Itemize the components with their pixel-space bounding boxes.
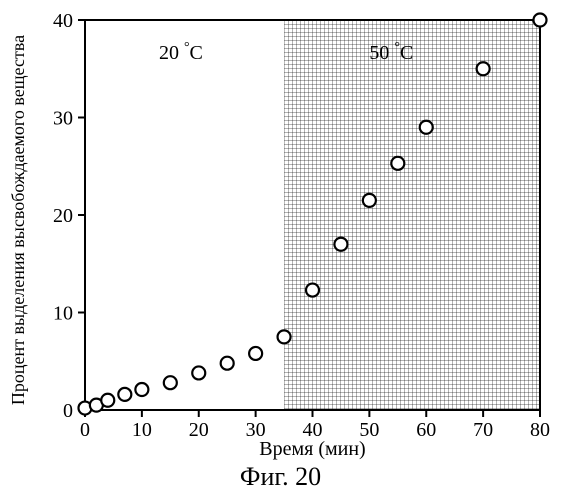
region-label-0: 20 °C [159, 40, 203, 64]
data-point [306, 284, 319, 297]
data-point [101, 394, 114, 407]
x-tick-label: 60 [416, 419, 436, 440]
data-point [135, 383, 148, 396]
x-tick-label: 0 [80, 419, 90, 440]
shaded-region [284, 20, 540, 410]
region-label-1: 50 °C [369, 40, 413, 64]
y-axis-label: Процент выделения высвобождаемого вещест… [8, 0, 38, 440]
x-tick-label: 20 [189, 419, 209, 440]
figure: Процент выделения высвобождаемого вещест… [0, 0, 561, 500]
data-point [420, 121, 433, 134]
x-tick-label: 10 [132, 419, 152, 440]
data-point [164, 376, 177, 389]
x-tick-label: 80 [530, 419, 550, 440]
data-point [334, 238, 347, 251]
y-tick-label: 30 [53, 108, 73, 130]
y-tick-label: 10 [53, 303, 73, 325]
plot-svg: 0 10 20 30 40 50 60 70 80 0 10 20 30 40 20 °C 50 °C [0, 0, 561, 440]
data-point [192, 366, 205, 379]
data-point [363, 194, 376, 207]
data-point [249, 347, 262, 360]
x-tick-label: 70 [473, 419, 493, 440]
x-tick-label: 50 [359, 419, 379, 440]
y-tick-label: 0 [63, 400, 73, 422]
data-point [391, 157, 404, 170]
x-tick-label: 30 [246, 419, 266, 440]
figure-caption: Фиг. 20 [0, 462, 561, 492]
data-point [221, 357, 234, 370]
x-tick-label: 40 [303, 419, 323, 440]
x-axis-label: Время (мин) [85, 438, 540, 461]
data-point [534, 14, 547, 27]
y-tick-label: 40 [53, 10, 73, 32]
y-tick-label: 20 [53, 205, 73, 227]
data-point [278, 330, 291, 343]
data-point [477, 62, 490, 75]
data-point [118, 388, 131, 401]
